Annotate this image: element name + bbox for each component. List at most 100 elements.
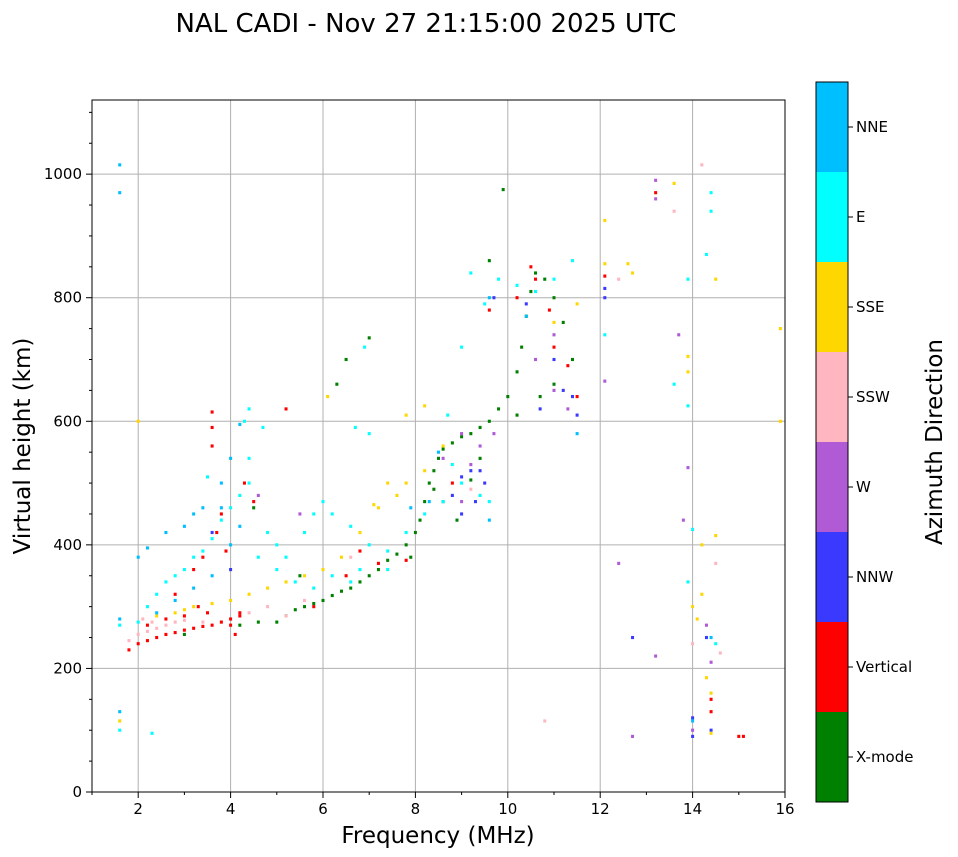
echo-point	[483, 481, 487, 485]
echo-point	[118, 191, 122, 195]
series-ssw	[127, 163, 722, 723]
echo-point	[330, 574, 334, 578]
echo-point	[252, 506, 256, 510]
echo-point	[446, 413, 450, 417]
echo-point	[303, 605, 307, 609]
echo-point	[654, 654, 658, 658]
echo-point	[303, 598, 307, 603]
echo-point	[192, 555, 196, 559]
echo-point	[247, 611, 251, 615]
colorbar-segment	[816, 622, 848, 712]
echo-point	[441, 447, 445, 451]
echo-point	[242, 481, 246, 485]
echo-point	[293, 580, 297, 584]
colorbar-tick-label: E	[856, 208, 865, 226]
echo-point	[492, 432, 496, 436]
echo-point	[339, 589, 343, 593]
echo-point	[409, 506, 413, 510]
echo-point	[469, 432, 473, 436]
echo-point	[487, 308, 491, 312]
echo-point	[201, 555, 205, 559]
echo-point	[714, 642, 718, 646]
echo-point	[219, 620, 223, 624]
echo-point	[386, 567, 390, 572]
echo-point	[487, 500, 491, 504]
echo-point	[312, 605, 316, 609]
colorbar-segment	[816, 712, 848, 802]
echo-point	[552, 296, 556, 300]
echo-point	[654, 191, 658, 195]
echo-point	[229, 617, 233, 621]
echo-point	[335, 382, 339, 386]
echo-point	[141, 617, 145, 621]
echo-point	[363, 345, 367, 349]
echo-point	[469, 462, 473, 467]
echo-point	[478, 425, 482, 430]
echo-point	[192, 605, 196, 609]
echo-point	[284, 614, 288, 618]
echo-point	[275, 543, 279, 547]
echo-point	[192, 512, 196, 516]
echo-point	[136, 419, 140, 423]
x-tick-label: 4	[226, 800, 236, 818]
echo-point	[321, 500, 325, 504]
echo-point	[603, 286, 607, 291]
echo-point	[450, 493, 454, 498]
echo-point	[626, 262, 630, 266]
echo-point	[326, 394, 330, 399]
echo-point	[210, 574, 214, 578]
echo-point	[543, 719, 547, 723]
x-tick-label: 10	[498, 800, 517, 818]
echo-point	[238, 524, 242, 528]
echo-point	[173, 574, 177, 578]
echo-point	[210, 410, 214, 414]
series-e	[118, 191, 718, 735]
echo-point	[714, 561, 718, 565]
echo-point	[192, 626, 196, 630]
echo-point	[145, 623, 149, 627]
echo-point	[575, 432, 579, 436]
echo-point	[686, 370, 690, 374]
colorbar-tick-label: X-mode	[856, 748, 913, 766]
colorbar-tick-label: NNW	[856, 568, 893, 586]
echo-point	[709, 635, 713, 640]
echo-point	[404, 558, 408, 562]
echo-point	[367, 574, 371, 578]
echo-point	[229, 623, 233, 627]
echo-point	[709, 731, 713, 735]
y-tick-label: 600	[53, 412, 82, 430]
echo-point	[427, 500, 431, 504]
y-tick-label: 200	[53, 659, 82, 677]
echo-point	[145, 629, 149, 633]
echo-point	[404, 543, 408, 547]
echo-point	[349, 580, 353, 584]
colorbar-tick-label: SSW	[856, 388, 890, 406]
echo-point	[709, 728, 713, 732]
echo-point	[118, 719, 122, 723]
echo-point	[321, 598, 325, 603]
echo-point	[681, 518, 685, 522]
colorbar-label: Azimuth Direction	[922, 339, 948, 545]
echo-point	[275, 620, 279, 624]
echo-point	[631, 271, 635, 275]
echo-point	[164, 617, 168, 621]
echo-point	[515, 283, 519, 287]
echo-point	[566, 364, 570, 368]
echo-point	[367, 432, 371, 436]
echo-point	[312, 601, 316, 606]
series-nnw	[210, 286, 713, 738]
colorbar-segment	[816, 82, 848, 172]
x-tick-label: 6	[318, 800, 328, 818]
echo-point	[520, 345, 524, 349]
echo-point	[303, 574, 307, 578]
colorbar-segment	[816, 532, 848, 622]
echo-point	[515, 296, 519, 300]
echo-point	[543, 277, 547, 281]
echo-point	[386, 558, 390, 562]
echo-point	[413, 530, 417, 535]
echo-point	[192, 586, 196, 590]
echo-point	[473, 500, 477, 504]
echo-point	[460, 345, 464, 349]
colorbar-frame	[815, 81, 849, 803]
x-tick-label: 2	[133, 800, 143, 818]
